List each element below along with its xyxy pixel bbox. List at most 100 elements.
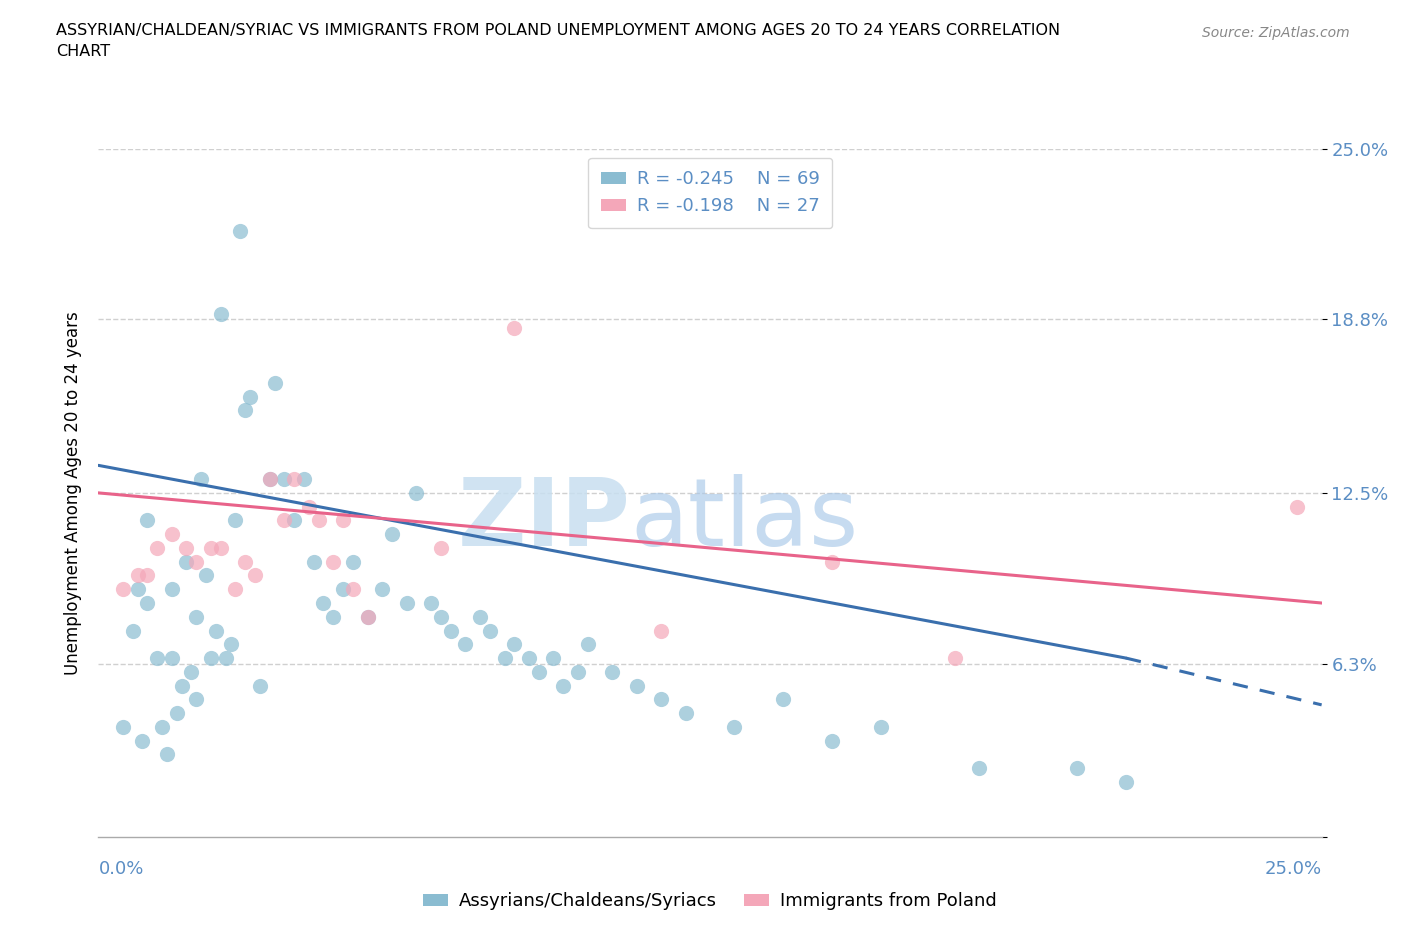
Point bbox=[870, 720, 893, 735]
Point bbox=[395, 595, 418, 610]
Point bbox=[136, 595, 159, 610]
Point bbox=[209, 307, 232, 322]
Text: CHART: CHART bbox=[56, 44, 110, 59]
Point bbox=[943, 651, 966, 666]
Point bbox=[200, 540, 222, 555]
Point bbox=[166, 706, 188, 721]
Point bbox=[527, 664, 550, 679]
Point bbox=[503, 637, 526, 652]
Point bbox=[233, 554, 256, 569]
Point bbox=[723, 720, 745, 735]
Point bbox=[200, 651, 222, 666]
Point bbox=[160, 582, 183, 597]
Point bbox=[249, 678, 271, 693]
Point bbox=[576, 637, 599, 652]
Point bbox=[111, 582, 134, 597]
Point bbox=[239, 389, 262, 404]
Point bbox=[308, 513, 330, 528]
Point bbox=[233, 403, 256, 418]
Point bbox=[273, 472, 295, 486]
Point bbox=[136, 513, 159, 528]
Point bbox=[195, 568, 218, 583]
Point bbox=[136, 568, 159, 583]
Point bbox=[170, 678, 193, 693]
Point bbox=[180, 664, 202, 679]
Point bbox=[259, 472, 281, 486]
Point bbox=[440, 623, 463, 638]
Point bbox=[356, 609, 378, 624]
Point bbox=[381, 526, 404, 541]
Point bbox=[205, 623, 228, 638]
Point bbox=[772, 692, 794, 707]
Point bbox=[517, 651, 540, 666]
Point bbox=[356, 609, 378, 624]
Text: atlas: atlas bbox=[630, 474, 859, 566]
Point bbox=[420, 595, 443, 610]
Point bbox=[600, 664, 623, 679]
Point bbox=[209, 540, 232, 555]
Point bbox=[298, 499, 321, 514]
Point bbox=[430, 609, 453, 624]
Point bbox=[1066, 761, 1088, 776]
Legend: Assyrians/Chaldeans/Syriacs, Immigrants from Poland: Assyrians/Chaldeans/Syriacs, Immigrants … bbox=[416, 885, 1004, 917]
Point bbox=[214, 651, 236, 666]
Point bbox=[127, 568, 149, 583]
Point bbox=[146, 651, 169, 666]
Point bbox=[146, 540, 169, 555]
Point bbox=[494, 651, 516, 666]
Point bbox=[127, 582, 149, 597]
Point bbox=[292, 472, 315, 486]
Point bbox=[229, 224, 252, 239]
Point bbox=[186, 692, 208, 707]
Point bbox=[219, 637, 242, 652]
Point bbox=[454, 637, 477, 652]
Point bbox=[160, 651, 183, 666]
Point bbox=[650, 692, 672, 707]
Point bbox=[342, 582, 364, 597]
Point bbox=[675, 706, 697, 721]
Point bbox=[273, 513, 295, 528]
Point bbox=[224, 582, 246, 597]
Point bbox=[160, 526, 183, 541]
Point bbox=[503, 320, 526, 335]
Point bbox=[332, 582, 354, 597]
Point bbox=[131, 733, 153, 748]
Point bbox=[176, 554, 198, 569]
Point bbox=[1115, 775, 1137, 790]
Point bbox=[322, 554, 344, 569]
Point bbox=[283, 472, 305, 486]
Point bbox=[121, 623, 143, 638]
Point bbox=[342, 554, 364, 569]
Point bbox=[821, 554, 844, 569]
Point bbox=[332, 513, 354, 528]
Point bbox=[190, 472, 212, 486]
Point bbox=[821, 733, 844, 748]
Point bbox=[243, 568, 266, 583]
Point bbox=[186, 609, 208, 624]
Text: ASSYRIAN/CHALDEAN/SYRIAC VS IMMIGRANTS FROM POLAND UNEMPLOYMENT AMONG AGES 20 TO: ASSYRIAN/CHALDEAN/SYRIAC VS IMMIGRANTS F… bbox=[56, 23, 1060, 38]
Text: 0.0%: 0.0% bbox=[98, 860, 143, 878]
Point bbox=[186, 554, 208, 569]
Point bbox=[156, 747, 179, 762]
Point bbox=[224, 513, 246, 528]
Point bbox=[150, 720, 173, 735]
Point bbox=[322, 609, 344, 624]
Point bbox=[553, 678, 575, 693]
Text: ZIP: ZIP bbox=[457, 474, 630, 566]
Point bbox=[468, 609, 491, 624]
Point bbox=[650, 623, 672, 638]
Point bbox=[176, 540, 198, 555]
Point bbox=[259, 472, 281, 486]
Point bbox=[283, 513, 305, 528]
Point bbox=[111, 720, 134, 735]
Point bbox=[967, 761, 990, 776]
Text: 25.0%: 25.0% bbox=[1264, 860, 1322, 878]
Point bbox=[478, 623, 501, 638]
Point bbox=[430, 540, 453, 555]
Point bbox=[1286, 499, 1309, 514]
Point bbox=[263, 376, 285, 391]
Point bbox=[405, 485, 427, 500]
Point bbox=[567, 664, 589, 679]
Point bbox=[543, 651, 565, 666]
Point bbox=[371, 582, 394, 597]
